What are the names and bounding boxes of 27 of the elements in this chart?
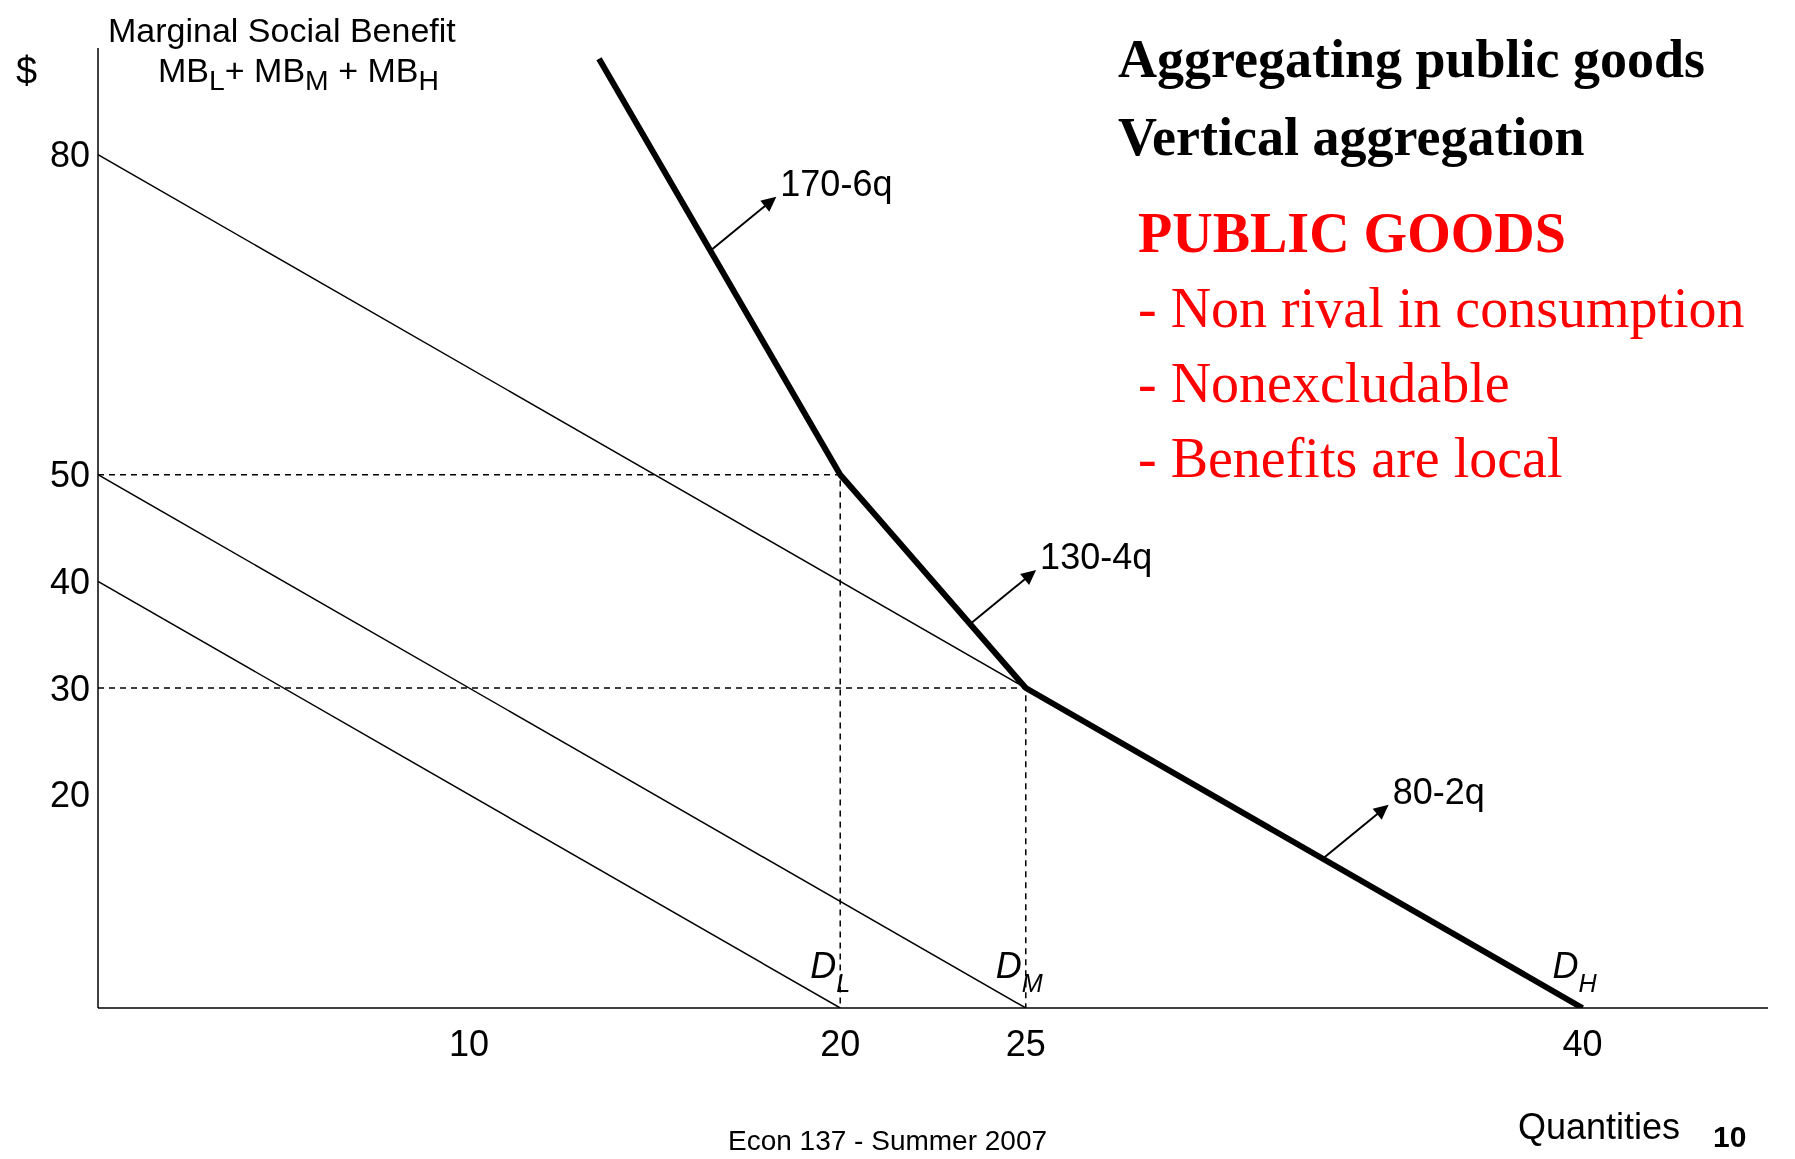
- series-label: D$_{L}$: [810, 945, 851, 997]
- y-tick-label: 40: [49, 561, 90, 603]
- text: Econ 137 - Summer 2007: [728, 1125, 1048, 1157]
- y-tick-label: 50: [49, 454, 90, 496]
- x-tick-label: 25: [1005, 1022, 1046, 1064]
- annotation: PUBLIC GOODS: [1138, 202, 1566, 265]
- y-tick-label: 30: [49, 667, 90, 709]
- annotation: - Nonexcludable: [1138, 352, 1510, 415]
- y-axis-title: $: [16, 50, 38, 93]
- annotation: 80-2q: [1392, 770, 1485, 812]
- series-label: D$_{M}$: [995, 945, 1043, 997]
- y-tick-label: 80: [49, 134, 90, 176]
- chart-title: Aggregating public goods: [1118, 28, 1706, 90]
- annotation: 170-6q: [780, 162, 893, 204]
- annotation: - Benefits are local: [1138, 427, 1563, 490]
- x-tick-label: 40: [1562, 1022, 1603, 1064]
- text: Vertical aggregation: [1118, 106, 1585, 168]
- x-axis-title: Quantities: [1518, 1106, 1681, 1148]
- annotation: Marginal Social Benefit: [108, 11, 456, 50]
- annotation: - Non rival in consumption: [1138, 277, 1745, 340]
- text: 10: [1713, 1120, 1747, 1153]
- x-tick-label: 20: [820, 1022, 861, 1064]
- x-tick-label: 10: [449, 1022, 490, 1064]
- series-label: D$_{H}$: [1552, 945, 1598, 997]
- y-tick-label: 20: [49, 774, 90, 816]
- annotation: MB$_{L}$+ MB$_{M}$ + MB$_{H}$: [158, 51, 439, 96]
- annotation: 130-4q: [1040, 536, 1153, 577]
